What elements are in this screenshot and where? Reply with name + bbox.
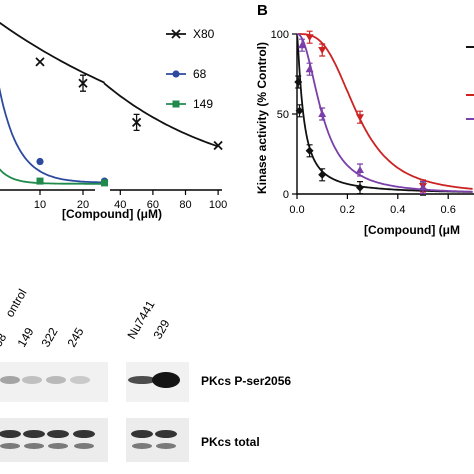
series-149-point <box>101 179 108 187</box>
series-X80-point <box>78 78 88 88</box>
blot-band-phospho <box>70 376 90 384</box>
blot-band-total-lower <box>74 443 94 449</box>
blot-band-total-upper <box>47 430 69 438</box>
panel-b-x-tick-label: 0.2 <box>340 204 355 216</box>
panel-b-series-1-point <box>356 114 364 122</box>
series-68-line <box>0 87 105 184</box>
series-x80-line-right <box>103 82 219 148</box>
panel-b-x-axis-label: [Compound] (μM <box>364 223 460 237</box>
panel-a-x-tick-label: 100 <box>209 199 227 211</box>
blot-band-phospho <box>22 376 42 384</box>
panel-b-series-2-point <box>356 166 364 173</box>
panel-b-x-tick-label: 0.0 <box>289 204 304 216</box>
panel-b-chart: B 0 50 100 0.0 0.2 0.4 0.6 Kinase activity (% … <box>255 2 474 237</box>
series-X80-point <box>35 57 45 67</box>
series-68-point <box>36 157 44 166</box>
panel-b-series-2-line <box>297 33 473 193</box>
panel-b-series-2-point <box>419 183 427 191</box>
panel-a-x-tick-label: 40 <box>114 199 126 211</box>
series-149-line <box>0 168 105 185</box>
blot-band-total-upper <box>73 430 95 438</box>
panel-b-series-0-point <box>295 106 304 115</box>
blot-band-total-lower <box>48 443 68 449</box>
panel-b-x-tick-label: 0.6 <box>441 204 456 216</box>
blot-row-label-total: PKcs total <box>201 435 260 449</box>
blot-band-total-lower <box>132 443 152 449</box>
legend-marker-68 <box>172 70 180 78</box>
blot-band-total-lower <box>24 443 44 449</box>
blot-band-total-upper <box>23 430 45 438</box>
panel-b-series-1-point <box>318 47 327 54</box>
panel-b-series-1-line <box>297 33 473 190</box>
blot-band-phospho <box>128 376 156 384</box>
panel-a-x-tick-label: 20 <box>77 199 89 211</box>
panel-b-y-axis-label: Kinase activity (% Control) <box>255 42 269 194</box>
panel-a-chart: 10 20 40 60 80 100 [Compound] (μM) X80 68 149 <box>0 21 227 221</box>
panel-b-series-0-point <box>356 183 364 192</box>
blot-lane-header: ontrol <box>2 286 29 319</box>
blot-lane-label: 68 <box>0 331 9 350</box>
panel-b-x-tick-label: 0.4 <box>390 204 405 216</box>
panel-b-y-tick-label: 0 <box>283 189 289 201</box>
blot-band-phospho <box>0 376 20 384</box>
blot-band-phospho <box>46 376 66 384</box>
panel-b-series-2-point <box>298 41 307 49</box>
blot-strip-phospho-left <box>0 362 108 402</box>
legend-label-149: 149 <box>193 97 213 111</box>
series-X80-point <box>213 140 223 151</box>
panel-b-series-0-point <box>294 78 303 86</box>
panel-a-x-tick-label: 60 <box>147 199 159 211</box>
legend-marker-149 <box>172 100 180 108</box>
series-149-point <box>36 177 44 185</box>
panel-b-series-2-point <box>318 110 327 117</box>
blot-lane-label: 245 <box>64 325 86 350</box>
panel-b-series-1-point <box>305 34 314 42</box>
blot-row-label-phospho: PKcs P-ser2056 <box>201 374 291 388</box>
panel-a-x-tick-label: 80 <box>179 199 191 211</box>
blot-band-total-upper <box>131 430 153 438</box>
series-X80-point <box>131 117 142 127</box>
panel-a-legend: X80 68 149 <box>166 27 215 111</box>
legend-label-68: 68 <box>193 67 207 81</box>
panel-b-letter: B <box>257 2 268 19</box>
blot-band-total-lower <box>156 443 176 449</box>
blot-lane-label: 322 <box>38 325 60 350</box>
panel-a-x-axis-label: [Compound] (μM) <box>62 207 162 221</box>
blot-strip-total-right <box>126 418 189 462</box>
legend-marker-X80 <box>171 29 181 39</box>
legend-label-X80: X80 <box>193 27 215 41</box>
blot-band-phospho <box>152 372 180 388</box>
blot-band-total-upper <box>155 430 177 438</box>
blot-band-total-lower <box>0 443 20 449</box>
blot-lane-label: 149 <box>14 325 36 350</box>
panel-b-y-tick-label: 50 <box>277 109 289 121</box>
blot-lane-label: 329 <box>150 317 172 342</box>
panel-b-series-2-point <box>305 65 314 73</box>
series-x80-line-left <box>0 21 105 84</box>
panel-b-series-0-point <box>318 170 327 179</box>
blot-band-total-upper <box>0 430 21 438</box>
panel-b-y-tick-label: 100 <box>271 29 289 41</box>
blot-strip-total-left <box>0 418 108 462</box>
panel-b-series-0-point <box>305 146 314 155</box>
panel-a-x-tick-label: 10 <box>34 199 46 211</box>
